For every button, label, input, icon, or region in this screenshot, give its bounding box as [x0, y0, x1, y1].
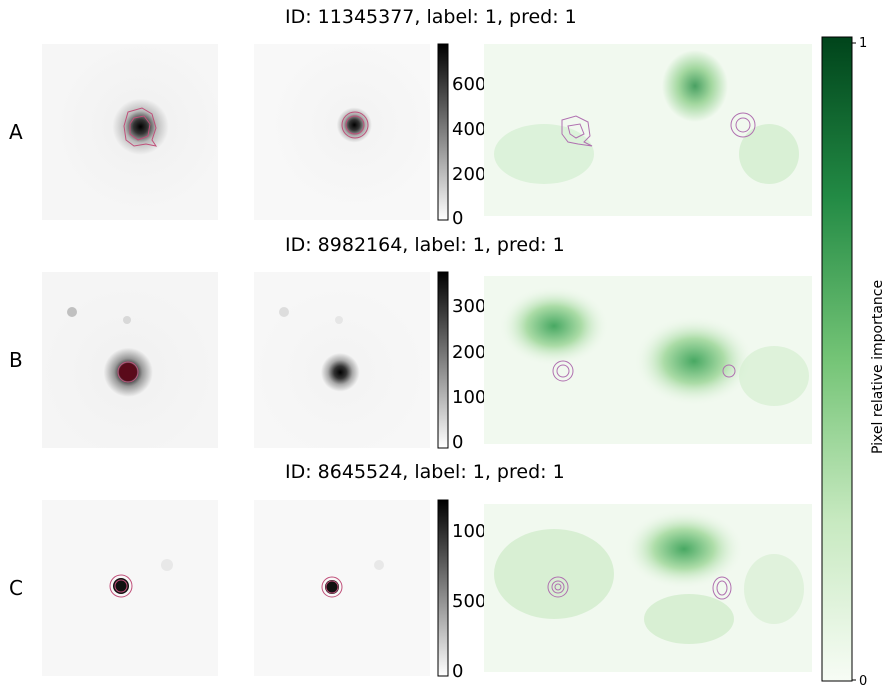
- row-a-tick: 600: [452, 74, 487, 95]
- row-b-colorbar: [437, 271, 449, 449]
- row-c-colorbar: [437, 499, 449, 677]
- row-c-importance-map: [484, 504, 812, 672]
- row-c-observed-image: [42, 500, 218, 676]
- importance-tick-max: 1: [859, 36, 868, 51]
- importance-colorbar: [821, 36, 856, 682]
- row-a-observed-image: [42, 44, 218, 220]
- row-b-tick: 200: [452, 342, 487, 363]
- row-b-tick: 0: [452, 432, 464, 453]
- row-a-title: ID: 11345377, label: 1, pred: 1: [285, 6, 577, 28]
- row-b-label: B: [9, 348, 23, 372]
- row-a-model-image: [254, 44, 430, 220]
- row-c-title: ID: 8645524, label: 1, pred: 1: [285, 461, 565, 483]
- row-c-tick: 0: [452, 661, 464, 682]
- row-a-tick: 200: [452, 164, 487, 185]
- row-b-tick: 100: [452, 387, 487, 408]
- row-a-colorbar: [437, 43, 449, 221]
- row-b-importance-map: [484, 276, 812, 444]
- importance-colorbar-label: Pixel relative importance: [870, 279, 886, 454]
- row-a-label: A: [9, 120, 23, 144]
- row-c-label: C: [9, 576, 23, 600]
- row-c-model-image: [254, 500, 430, 676]
- row-b-observed-image: [42, 272, 218, 448]
- row-a-importance-map: [484, 44, 812, 216]
- row-a-tick: 0: [452, 208, 464, 229]
- row-a-tick: 400: [452, 119, 487, 140]
- row-c-tick: 500: [452, 591, 487, 612]
- importance-tick-min: 0: [859, 674, 868, 689]
- row-b-model-image: [254, 272, 430, 448]
- row-b-title: ID: 8982164, label: 1, pred: 1: [285, 234, 565, 256]
- row-b-tick: 300: [452, 296, 487, 317]
